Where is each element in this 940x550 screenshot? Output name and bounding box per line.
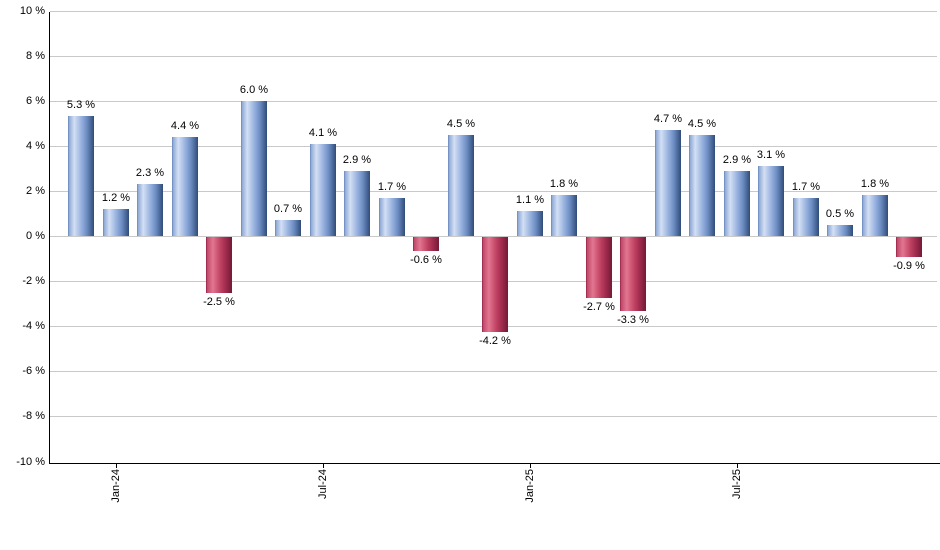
bar-value-label: 2.3 % bbox=[135, 167, 165, 179]
bar-value-label: 6.0 % bbox=[239, 84, 269, 96]
y-axis-label: 2 % bbox=[26, 185, 45, 197]
bar-value-label: 1.1 % bbox=[515, 194, 545, 206]
bar-value-label: 4.5 % bbox=[446, 118, 476, 130]
gridline-0 bbox=[50, 236, 937, 237]
bar-value-label: 5.3 % bbox=[66, 99, 96, 111]
bar-value-label: -2.7 % bbox=[583, 301, 615, 313]
y-axis-label: -8 % bbox=[22, 410, 45, 422]
x-axis-tick bbox=[530, 464, 531, 468]
bar-positive bbox=[172, 137, 198, 236]
bar-positive bbox=[310, 144, 336, 236]
bar-value-label: 1.8 % bbox=[860, 178, 890, 190]
bar-positive bbox=[379, 198, 405, 236]
x-axis-tick-label: Jul-25 bbox=[731, 469, 743, 499]
y-axis-label: 0 % bbox=[26, 230, 45, 242]
bar-value-label: -4.2 % bbox=[479, 335, 511, 347]
bar-positive bbox=[517, 211, 543, 236]
bar-value-label: 1.7 % bbox=[791, 181, 821, 193]
gridline--8 bbox=[50, 416, 937, 417]
x-axis-tick bbox=[116, 464, 117, 468]
bar-negative bbox=[206, 237, 232, 293]
gridline-4 bbox=[50, 146, 937, 147]
y-axis-label: 4 % bbox=[26, 140, 45, 152]
bar-positive bbox=[551, 195, 577, 236]
gridline-10 bbox=[50, 11, 937, 12]
x-axis-tick-label: Jan-24 bbox=[110, 469, 122, 503]
gridline--6 bbox=[50, 371, 937, 372]
bar-positive bbox=[758, 166, 784, 236]
bar-value-label: 1.8 % bbox=[549, 178, 579, 190]
bar-positive bbox=[862, 195, 888, 236]
y-axis-label: -2 % bbox=[22, 275, 45, 287]
bar-value-label: -2.5 % bbox=[203, 296, 235, 308]
bar-value-label: -0.6 % bbox=[410, 254, 442, 266]
bar-value-label: 0.7 % bbox=[273, 203, 303, 215]
bar-positive bbox=[103, 209, 129, 236]
bar-value-label: 4.1 % bbox=[308, 127, 338, 139]
bar-positive bbox=[448, 135, 474, 236]
y-axis-label: 8 % bbox=[26, 50, 45, 62]
bar-positive bbox=[827, 225, 853, 236]
gridline-6 bbox=[50, 101, 937, 102]
bar-negative bbox=[482, 237, 508, 332]
bar-value-label: 4.5 % bbox=[687, 118, 717, 130]
gridline-2 bbox=[50, 191, 937, 192]
bar-negative bbox=[896, 237, 922, 257]
y-axis-label: -4 % bbox=[22, 320, 45, 332]
bar-negative bbox=[586, 237, 612, 298]
plot-area: 5.3 % 1.2 % 2.3 % 4.4 % -2.5 % 6.0 % 0.7 % 4.1 … bbox=[50, 11, 937, 463]
bar-value-label: 1.7 % bbox=[377, 181, 407, 193]
bar-positive bbox=[241, 101, 267, 236]
gridline-8 bbox=[50, 56, 937, 57]
x-axis-tick-label: Jan-25 bbox=[524, 469, 536, 503]
bar-value-label: -0.9 % bbox=[893, 260, 925, 272]
bar-negative bbox=[413, 237, 439, 251]
bar-positive bbox=[724, 171, 750, 236]
bar-value-label: 4.7 % bbox=[653, 113, 683, 125]
bar-value-label: 1.2 % bbox=[101, 192, 131, 204]
bar-value-label: -3.3 % bbox=[617, 314, 649, 326]
y-axis-label: 10 % bbox=[19, 5, 45, 17]
bar-value-label: 2.9 % bbox=[342, 154, 372, 166]
x-axis-line bbox=[49, 463, 940, 464]
y-axis-label: 6 % bbox=[26, 95, 45, 107]
bar-positive bbox=[793, 198, 819, 236]
y-axis-line bbox=[49, 12, 50, 464]
bar-positive bbox=[689, 135, 715, 236]
y-axis-label: -6 % bbox=[22, 365, 45, 377]
bar-value-label: 0.5 % bbox=[825, 208, 855, 220]
bar-positive bbox=[655, 130, 681, 236]
bar-positive bbox=[275, 220, 301, 236]
bar-value-label: 4.4 % bbox=[170, 120, 200, 132]
x-axis-tick bbox=[323, 464, 324, 468]
bar-value-label: 3.1 % bbox=[756, 149, 786, 161]
bar-value-label: 2.9 % bbox=[722, 154, 752, 166]
bar-positive bbox=[137, 184, 163, 236]
y-axis-label: -10 % bbox=[16, 456, 45, 468]
x-axis-tick-label: Jul-24 bbox=[317, 469, 329, 499]
x-axis-tick bbox=[737, 464, 738, 468]
bar-negative bbox=[620, 237, 646, 311]
bar-positive bbox=[344, 171, 370, 236]
bar-positive bbox=[68, 116, 94, 236]
